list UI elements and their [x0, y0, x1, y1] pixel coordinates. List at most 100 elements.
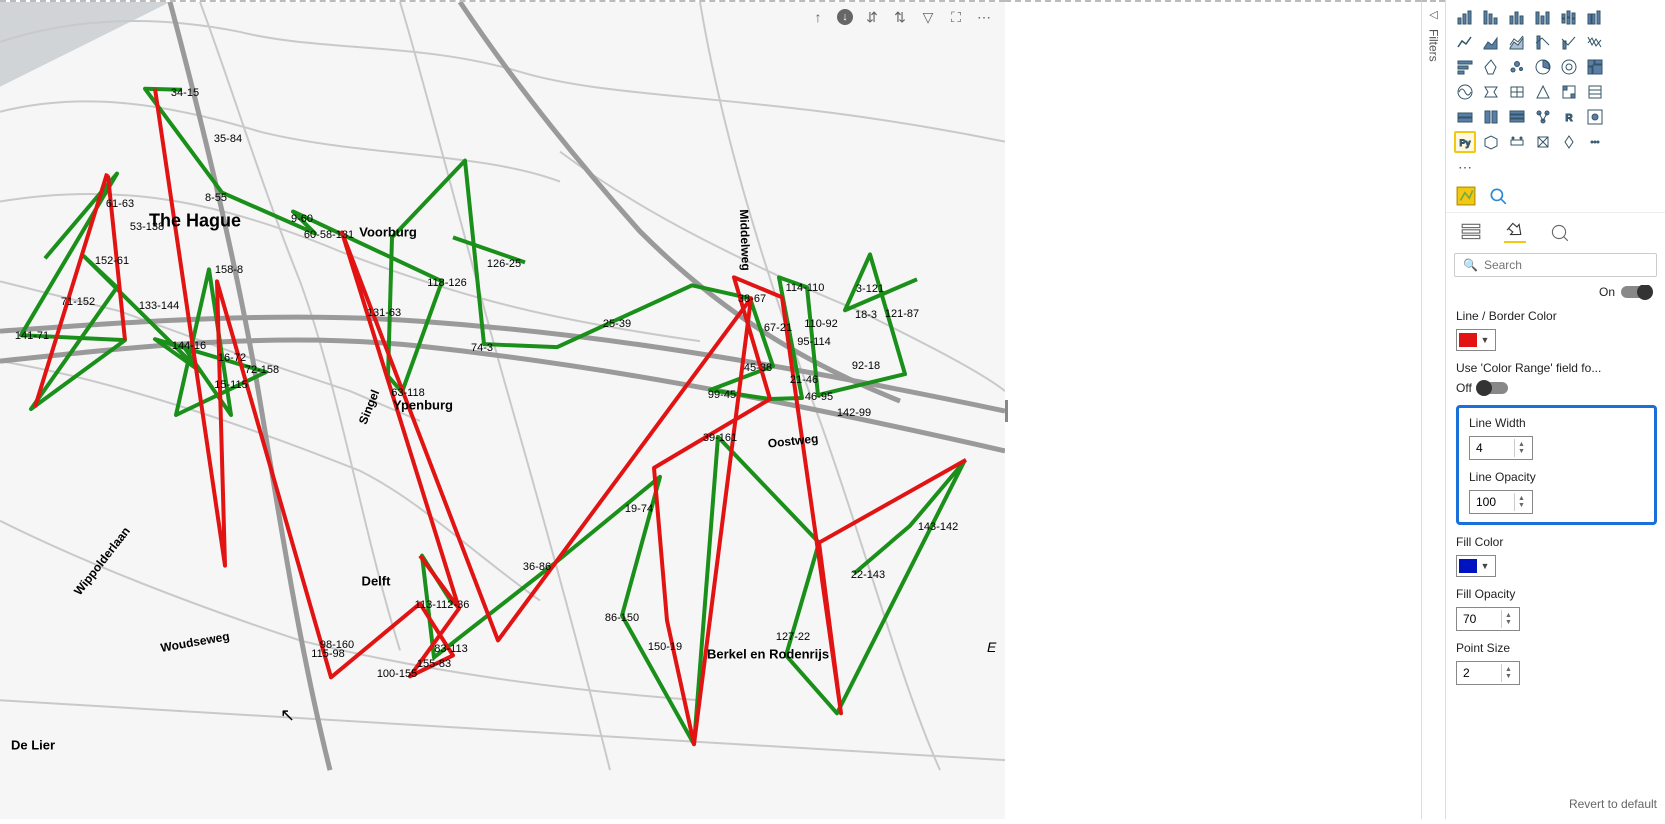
viz-type-icon[interactable] — [1584, 131, 1606, 153]
selected-visual-icon[interactable] — [1456, 186, 1476, 206]
search-icon: 🔍 — [1463, 258, 1478, 272]
toggle-state-label: Off — [1456, 381, 1472, 395]
point-size-stepper[interactable]: ▲▼ — [1456, 661, 1520, 685]
fill-color-section: Fill Color ▼ — [1456, 535, 1657, 577]
format-tab[interactable] — [1504, 221, 1526, 243]
search-visual-icon[interactable] — [1488, 186, 1508, 206]
filter-icon[interactable]: ▽ — [919, 8, 937, 26]
viz-type-icon[interactable] — [1454, 81, 1476, 103]
viz-type-icon[interactable] — [1506, 31, 1528, 53]
drill-down-icon[interactable]: ↓ — [837, 9, 853, 25]
fill-opacity-input[interactable] — [1457, 612, 1501, 626]
format-body: On Line / Border Color ▼ Use 'Color Rang… — [1446, 285, 1665, 791]
fill-color-swatch — [1459, 559, 1477, 573]
viz-type-icon[interactable] — [1506, 56, 1528, 78]
drill-up-icon[interactable]: ↑ — [809, 8, 827, 26]
viz-type-icon[interactable] — [1480, 106, 1502, 128]
report-canvas[interactable]: 34-1535-848-5561-6353-1389-6060-58-13115… — [0, 0, 1005, 819]
line-opacity-input[interactable] — [1470, 495, 1514, 509]
viz-type-icon[interactable] — [1532, 81, 1554, 103]
viz-type-icon[interactable] — [1506, 131, 1528, 153]
viz-type-icon[interactable] — [1506, 106, 1528, 128]
viz-type-icon[interactable] — [1454, 56, 1476, 78]
line-width-stepper[interactable]: ▲▼ — [1469, 436, 1533, 460]
expand-filters-icon[interactable]: ◁ — [1429, 8, 1437, 21]
point-size-section: Point Size ▲▼ — [1456, 641, 1657, 685]
fields-tab[interactable] — [1460, 221, 1482, 243]
revert-to-default-link[interactable]: Revert to default — [1446, 791, 1665, 819]
viz-type-icon[interactable] — [1454, 106, 1476, 128]
viz-type-icon[interactable] — [1532, 56, 1554, 78]
use-color-range-section: Use 'Color Range' field fo... Off — [1456, 361, 1657, 395]
expand-down-icon[interactable]: ⇵ — [863, 8, 881, 26]
line-width-input[interactable] — [1470, 441, 1514, 455]
viz-type-icon[interactable] — [1506, 6, 1528, 28]
visualizations-gallery: R Py ⋯ — [1446, 0, 1665, 180]
viz-type-icon[interactable] — [1558, 131, 1580, 153]
viz-type-icon[interactable] — [1480, 31, 1502, 53]
viz-type-icon[interactable] — [1480, 6, 1502, 28]
svg-text:R: R — [1565, 113, 1573, 124]
stepper-arrows-icon[interactable]: ▲▼ — [1501, 610, 1515, 628]
filters-pane-label: Filters — [1427, 29, 1441, 62]
viz-type-icon[interactable] — [1532, 31, 1554, 53]
stepper-arrows-icon[interactable]: ▲▼ — [1514, 439, 1528, 457]
fill-color-label: Fill Color — [1456, 535, 1657, 549]
viz-type-icon[interactable] — [1558, 31, 1580, 53]
toggle-switch-icon[interactable] — [1621, 286, 1651, 298]
viz-type-icon[interactable] — [1480, 56, 1502, 78]
viz-type-icon[interactable] — [1454, 31, 1476, 53]
map-data-layer — [0, 2, 1005, 819]
line-border-color-picker[interactable]: ▼ — [1456, 329, 1496, 351]
use-color-range-toggle[interactable]: Off — [1456, 381, 1657, 395]
viz-type-icon[interactable]: Py — [1454, 131, 1476, 153]
fill-opacity-stepper[interactable]: ▲▼ — [1456, 607, 1520, 631]
visual-header-actions: ↑ ↓ ⇵ ⇅ ▽ ⛶ ⋯ — [805, 6, 997, 28]
highlight-line-settings: Line Width ▲▼ Line Opacity ▲▼ — [1456, 405, 1657, 525]
stepper-arrows-icon[interactable]: ▲▼ — [1501, 664, 1515, 682]
chevron-down-icon: ▼ — [1477, 561, 1493, 571]
line-color-swatch — [1459, 333, 1477, 347]
viz-type-icon[interactable] — [1584, 56, 1606, 78]
custom-visual-row — [1446, 180, 1665, 213]
format-search-input[interactable] — [1484, 258, 1648, 272]
visualizations-pane: R Py ⋯ 🔍 On Line / Border Color — [1445, 0, 1665, 819]
point-size-label: Point Size — [1456, 641, 1657, 655]
chevron-down-icon: ▼ — [1477, 335, 1493, 345]
section-toggle-on[interactable]: On — [1456, 285, 1657, 299]
viz-type-icon[interactable] — [1532, 131, 1554, 153]
viz-type-icon[interactable] — [1584, 31, 1606, 53]
format-search[interactable]: 🔍 — [1454, 253, 1657, 277]
line-border-color-label: Line / Border Color — [1456, 309, 1657, 323]
viz-type-icon[interactable] — [1532, 106, 1554, 128]
focus-mode-icon[interactable]: ⛶ — [947, 8, 965, 26]
viz-type-icon[interactable]: R — [1558, 106, 1580, 128]
canvas-gap: ↖ — [1005, 0, 1421, 819]
map-edge-label-e: E — [987, 639, 996, 655]
viz-type-icon[interactable] — [1584, 106, 1606, 128]
more-options-icon[interactable]: ⋯ — [975, 8, 993, 26]
filters-pane-collapsed[interactable]: ◁ Filters — [1421, 0, 1445, 819]
next-level-icon[interactable]: ⇅ — [891, 8, 909, 26]
analytics-tab[interactable] — [1548, 221, 1570, 243]
line-width-section: Line Width ▲▼ — [1469, 416, 1644, 460]
more-visuals-icon[interactable]: ⋯ — [1454, 156, 1476, 178]
cursor-icon: ↖ — [280, 705, 295, 726]
viz-type-icon[interactable] — [1584, 6, 1606, 28]
viz-type-icon[interactable] — [1558, 56, 1580, 78]
viz-type-icon[interactable] — [1558, 81, 1580, 103]
point-size-input[interactable] — [1457, 666, 1501, 680]
viz-type-icon[interactable] — [1532, 6, 1554, 28]
stepper-arrows-icon[interactable]: ▲▼ — [1514, 493, 1528, 511]
pane-tabs — [1446, 213, 1665, 249]
viz-type-icon[interactable] — [1584, 81, 1606, 103]
viz-type-icon[interactable] — [1480, 81, 1502, 103]
toggle-switch-icon[interactable] — [1478, 382, 1508, 394]
viz-type-icon[interactable] — [1454, 6, 1476, 28]
line-opacity-stepper[interactable]: ▲▼ — [1469, 490, 1533, 514]
viz-type-icon[interactable] — [1506, 81, 1528, 103]
viz-type-icon[interactable] — [1480, 131, 1502, 153]
viz-type-icon[interactable] — [1558, 6, 1580, 28]
use-color-range-label: Use 'Color Range' field fo... — [1456, 361, 1657, 375]
fill-color-picker[interactable]: ▼ — [1456, 555, 1496, 577]
